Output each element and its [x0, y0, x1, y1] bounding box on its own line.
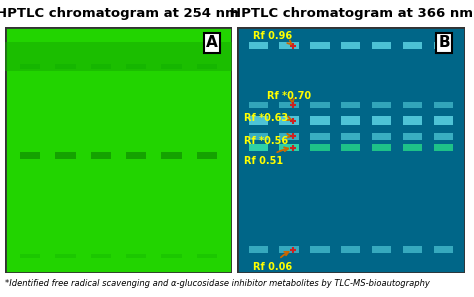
Bar	[248, 42, 268, 49]
Bar	[403, 246, 422, 253]
Bar	[341, 144, 360, 151]
Bar	[279, 102, 299, 108]
Bar	[248, 102, 268, 108]
Bar	[248, 133, 268, 140]
Bar	[55, 64, 75, 69]
Bar	[341, 133, 360, 140]
Bar	[310, 42, 329, 49]
Bar	[341, 42, 360, 49]
Bar	[126, 64, 146, 69]
Bar	[126, 152, 146, 159]
Bar	[372, 246, 392, 253]
Bar	[248, 116, 268, 125]
Text: B: B	[438, 35, 450, 50]
Bar	[279, 144, 299, 151]
Bar	[197, 254, 217, 258]
Bar	[310, 116, 329, 125]
Bar	[197, 152, 217, 159]
Bar	[403, 116, 422, 125]
Text: Rf *0.70: Rf *0.70	[266, 91, 310, 104]
Bar	[162, 64, 182, 69]
Bar	[279, 133, 299, 140]
Bar	[248, 246, 268, 253]
Bar	[279, 116, 299, 125]
Bar	[55, 254, 75, 258]
Bar	[403, 42, 422, 49]
Bar	[434, 144, 453, 151]
Bar	[197, 64, 217, 69]
Bar	[310, 102, 329, 108]
Bar	[372, 133, 392, 140]
Bar	[20, 64, 40, 69]
Text: Rf *0.63: Rf *0.63	[244, 113, 292, 123]
Bar	[310, 144, 329, 151]
Text: HPTLC chromatogram at 254 nm: HPTLC chromatogram at 254 nm	[0, 7, 239, 20]
Bar	[403, 102, 422, 108]
Text: Rf 0.06: Rf 0.06	[253, 252, 292, 272]
Bar	[310, 246, 329, 253]
Bar	[403, 144, 422, 151]
Bar	[372, 102, 392, 108]
Text: HPTLC chromatogram at 366 nm: HPTLC chromatogram at 366 nm	[230, 7, 474, 20]
Bar	[434, 42, 453, 49]
Text: Rf *0.56: Rf *0.56	[244, 134, 292, 146]
Bar	[91, 152, 111, 159]
Text: Rf 0.51: Rf 0.51	[244, 147, 288, 166]
Text: Rf 0.96: Rf 0.96	[253, 31, 292, 45]
Bar	[20, 254, 40, 258]
Text: A: A	[206, 35, 218, 50]
Bar	[55, 152, 75, 159]
Bar	[434, 102, 453, 108]
Bar	[248, 144, 268, 151]
Bar	[126, 254, 146, 258]
Bar	[91, 254, 111, 258]
Bar	[279, 246, 299, 253]
Bar	[372, 116, 392, 125]
Bar	[341, 102, 360, 108]
Bar	[162, 152, 182, 159]
Bar	[434, 246, 453, 253]
Bar	[372, 42, 392, 49]
Bar	[310, 133, 329, 140]
Bar	[5, 42, 232, 71]
Bar	[403, 133, 422, 140]
Text: *Identified free radical scavenging and α-glucosidase inhibitor metabolites by T: *Identified free radical scavenging and …	[5, 279, 429, 288]
Bar	[434, 133, 453, 140]
Bar	[162, 254, 182, 258]
Bar	[372, 144, 392, 151]
Bar	[341, 116, 360, 125]
Bar	[341, 246, 360, 253]
Bar	[91, 64, 111, 69]
Bar	[20, 152, 40, 159]
Bar	[434, 116, 453, 125]
Bar	[279, 42, 299, 49]
